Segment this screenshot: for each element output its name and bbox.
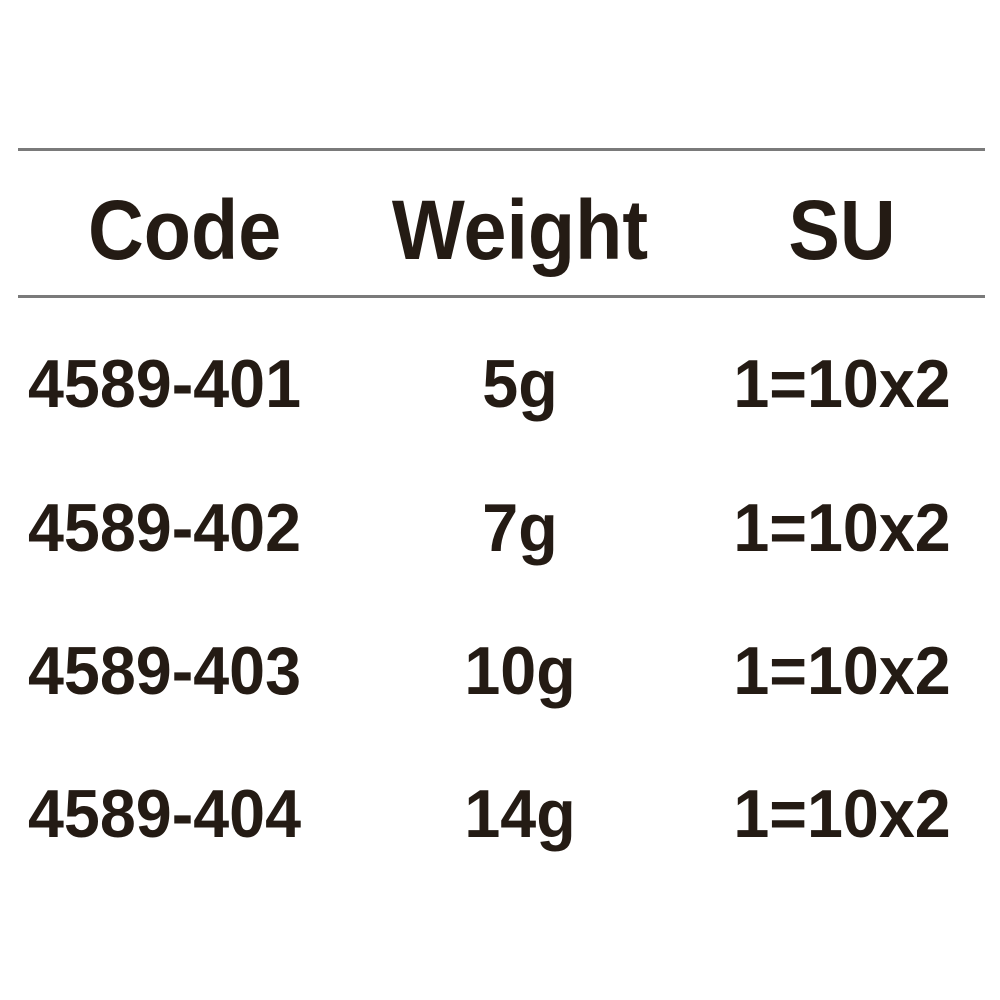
- weight-cell: 5g: [482, 346, 558, 422]
- su-cell: 1=10x2: [733, 776, 951, 852]
- weight-cell: 7g: [482, 490, 558, 566]
- su-cell: 1=10x2: [733, 490, 951, 566]
- code-cell: 4589-401: [28, 346, 302, 422]
- top-rule: [18, 148, 985, 151]
- su-cell: 1=10x2: [733, 346, 951, 422]
- header-rule: [18, 295, 985, 298]
- header-weight: Weight: [391, 183, 649, 277]
- su-cell: 1=10x2: [733, 633, 951, 709]
- code-cell: 4589-402: [28, 490, 302, 566]
- weight-cell: 10g: [464, 633, 576, 709]
- code-cell: 4589-403: [28, 633, 302, 709]
- header-code: Code: [88, 183, 282, 277]
- weight-cell: 14g: [464, 776, 576, 852]
- header-su: SU: [788, 183, 896, 277]
- code-cell: 4589-404: [28, 776, 302, 852]
